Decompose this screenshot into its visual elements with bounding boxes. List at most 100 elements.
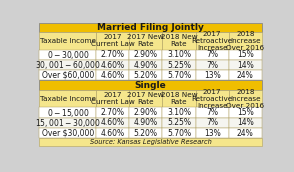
Bar bbox=[162, 32, 196, 50]
Bar bbox=[162, 128, 196, 138]
Text: 2.70%: 2.70% bbox=[101, 50, 125, 59]
Bar bbox=[129, 60, 162, 70]
Bar bbox=[229, 50, 262, 60]
Text: 2018
Increase
Over 2016: 2018 Increase Over 2016 bbox=[226, 31, 264, 51]
Text: 24%: 24% bbox=[237, 129, 254, 138]
Text: 5.20%: 5.20% bbox=[134, 71, 158, 80]
Text: 4.60%: 4.60% bbox=[101, 129, 125, 138]
Text: Taxable Income: Taxable Income bbox=[40, 96, 96, 102]
Text: 15%: 15% bbox=[237, 108, 254, 117]
Bar bbox=[96, 70, 129, 80]
Text: 7%: 7% bbox=[206, 61, 218, 69]
Text: 15%: 15% bbox=[237, 50, 254, 59]
Bar bbox=[96, 32, 129, 50]
Bar bbox=[96, 90, 129, 108]
Bar bbox=[229, 60, 262, 70]
Bar bbox=[162, 60, 196, 70]
Text: 7%: 7% bbox=[206, 108, 218, 117]
Text: 4.60%: 4.60% bbox=[101, 71, 125, 80]
Text: 24%: 24% bbox=[237, 71, 254, 80]
Bar bbox=[96, 118, 129, 128]
Text: 4.90%: 4.90% bbox=[134, 61, 158, 69]
Text: 3.10%: 3.10% bbox=[167, 50, 191, 59]
Bar bbox=[39, 70, 96, 80]
Bar bbox=[162, 50, 196, 60]
Bar bbox=[96, 128, 129, 138]
Text: 2017 New
Rate: 2017 New Rate bbox=[127, 34, 164, 47]
Text: $0-$15,000: $0-$15,000 bbox=[46, 106, 89, 119]
Text: 5.20%: 5.20% bbox=[134, 129, 158, 138]
Bar bbox=[196, 60, 229, 70]
Bar bbox=[39, 60, 96, 70]
Bar bbox=[96, 108, 129, 118]
Bar bbox=[129, 50, 162, 60]
Bar bbox=[96, 60, 129, 70]
Bar bbox=[196, 50, 229, 60]
Text: Taxable Income: Taxable Income bbox=[40, 38, 96, 44]
Bar bbox=[129, 70, 162, 80]
Bar bbox=[39, 128, 96, 138]
Bar bbox=[196, 70, 229, 80]
Text: Source: Kansas Legislative Research: Source: Kansas Legislative Research bbox=[90, 139, 212, 145]
Bar bbox=[229, 32, 262, 50]
Bar bbox=[162, 108, 196, 118]
Text: 2017
Current Law: 2017 Current Law bbox=[91, 34, 134, 47]
Bar bbox=[162, 70, 196, 80]
Text: 2018 New
Rate: 2018 New Rate bbox=[161, 34, 197, 47]
Text: 2.70%: 2.70% bbox=[101, 108, 125, 117]
Bar bbox=[162, 90, 196, 108]
Text: Over $30,000: Over $30,000 bbox=[42, 129, 94, 138]
Bar bbox=[39, 138, 262, 146]
Text: 2017
Retroactive
Increase: 2017 Retroactive Increase bbox=[191, 89, 233, 109]
Text: 4.60%: 4.60% bbox=[101, 61, 125, 69]
Text: 2017
Retroactive
Increase: 2017 Retroactive Increase bbox=[191, 31, 233, 51]
Text: 4.90%: 4.90% bbox=[134, 118, 158, 127]
Text: 14%: 14% bbox=[237, 61, 254, 69]
Text: 2017 New
Rate: 2017 New Rate bbox=[127, 92, 164, 105]
Bar bbox=[196, 128, 229, 138]
Bar bbox=[39, 118, 96, 128]
Bar bbox=[39, 90, 96, 108]
Text: $0-$30,000: $0-$30,000 bbox=[46, 49, 89, 61]
Text: Married Filing Jointly: Married Filing Jointly bbox=[97, 23, 204, 32]
Text: 5.70%: 5.70% bbox=[167, 129, 191, 138]
Bar bbox=[39, 50, 96, 60]
Text: 2018 New
Rate: 2018 New Rate bbox=[161, 92, 197, 105]
Text: 2.90%: 2.90% bbox=[134, 108, 158, 117]
Text: 13%: 13% bbox=[204, 129, 220, 138]
Bar bbox=[129, 90, 162, 108]
Text: Over $60,000: Over $60,000 bbox=[42, 71, 94, 80]
Text: 7%: 7% bbox=[206, 50, 218, 59]
Text: 4.60%: 4.60% bbox=[101, 118, 125, 127]
Bar bbox=[96, 50, 129, 60]
Text: 2018
Increase
Over 2016: 2018 Increase Over 2016 bbox=[226, 89, 264, 109]
Bar bbox=[129, 32, 162, 50]
Text: 5.25%: 5.25% bbox=[167, 118, 191, 127]
Bar bbox=[229, 118, 262, 128]
Bar bbox=[129, 108, 162, 118]
Bar bbox=[39, 108, 96, 118]
Bar bbox=[196, 90, 229, 108]
Text: 7%: 7% bbox=[206, 118, 218, 127]
Text: 2.90%: 2.90% bbox=[134, 50, 158, 59]
Text: $15,001- $30,000: $15,001- $30,000 bbox=[35, 117, 101, 129]
Text: 3.10%: 3.10% bbox=[167, 108, 191, 117]
Bar bbox=[129, 128, 162, 138]
Bar bbox=[39, 80, 262, 90]
Bar bbox=[39, 32, 96, 50]
Bar bbox=[196, 118, 229, 128]
Bar bbox=[229, 128, 262, 138]
Text: 5.25%: 5.25% bbox=[167, 61, 191, 69]
Bar bbox=[129, 118, 162, 128]
Bar bbox=[39, 23, 262, 32]
Bar bbox=[229, 90, 262, 108]
Bar bbox=[229, 108, 262, 118]
Text: Single: Single bbox=[135, 81, 166, 90]
Text: $30,001- $60,000: $30,001- $60,000 bbox=[35, 59, 101, 71]
Text: 14%: 14% bbox=[237, 118, 254, 127]
Bar bbox=[162, 118, 196, 128]
Bar bbox=[196, 108, 229, 118]
Text: 13%: 13% bbox=[204, 71, 220, 80]
Text: 5.70%: 5.70% bbox=[167, 71, 191, 80]
Bar bbox=[196, 32, 229, 50]
